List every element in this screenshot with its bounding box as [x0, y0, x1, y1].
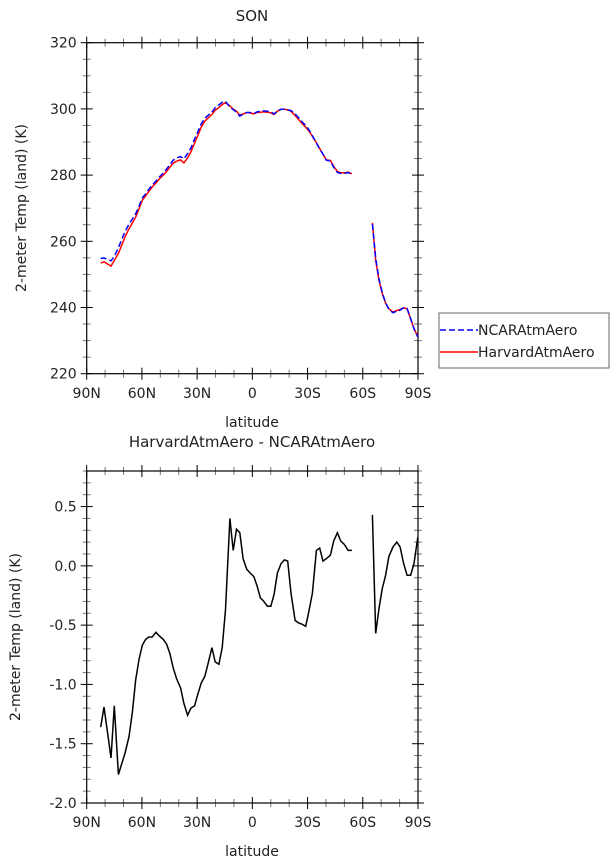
legend-label-ncar: NCARAtmAero — [478, 323, 577, 339]
x-tick-label: 90S — [405, 386, 432, 402]
plot-1: 90N 60N 30N 0 30S 60S 90S -2.0 -1.5 -1.0 -0.5 0.0 0.… — [49, 465, 431, 831]
x-tick-label: 30N — [183, 386, 211, 402]
x-tick-label: 30S — [294, 386, 321, 402]
x-tick-label: 60S — [349, 386, 376, 402]
plot-0: 90N 60N 30N 0 30S 60S 90S 220 240 260 280 300 320 — [50, 36, 431, 402]
y-tick-label: 320 — [50, 36, 77, 52]
x-tick-label: 30N — [183, 815, 211, 831]
x-tick-label: 60S — [349, 815, 376, 831]
x-tick-label: 90N — [73, 386, 101, 402]
legend-box — [438, 312, 610, 369]
y-tick-label: 260 — [50, 234, 77, 250]
y-tick-label: -1.0 — [49, 677, 76, 693]
plot-frame — [86, 42, 419, 375]
y-tick-label: 240 — [50, 301, 77, 317]
y-tick-label: 300 — [50, 102, 77, 118]
x-tick-label: 90S — [405, 815, 432, 831]
y-tick-label: 280 — [50, 168, 77, 184]
x-tick-label: 90N — [73, 815, 101, 831]
legend: NCARAtmAero HarvardAtmAero — [438, 312, 610, 369]
x-tick-label: 60N — [128, 815, 156, 831]
series-line-ncaratmaero — [100, 100, 419, 338]
x-tick-label: 60N — [128, 386, 156, 402]
bottom-chart-title: HarvardAtmAero - NCARAtmAero — [129, 433, 375, 451]
y-tick-label: -1.5 — [49, 737, 76, 753]
plot-frame — [86, 470, 419, 804]
y-tick-label: 220 — [50, 367, 77, 383]
x-tick-label: 30S — [294, 815, 321, 831]
y-tick-label: -0.5 — [49, 618, 76, 634]
y-tick-label: -2.0 — [49, 796, 76, 812]
top-y-axis-label: 2-meter Temp (land) (K) — [14, 124, 30, 292]
series-line-harvardatmaero — [100, 101, 419, 337]
top-x-axis-label: latitude — [225, 415, 279, 431]
legend-label-harvard: HarvardAtmAero — [478, 345, 595, 361]
y-tick-label: 0.5 — [54, 500, 76, 516]
bottom-y-axis-label: 2-meter Temp (land) (K) — [8, 553, 24, 721]
bottom-x-axis-label: latitude — [225, 844, 279, 860]
x-tick-label: 0 — [248, 815, 257, 831]
series-line-difference — [99, 514, 419, 775]
y-tick-label: 0.0 — [54, 559, 76, 575]
top-chart-title: SON — [236, 7, 269, 25]
x-tick-label: 0 — [248, 386, 257, 402]
